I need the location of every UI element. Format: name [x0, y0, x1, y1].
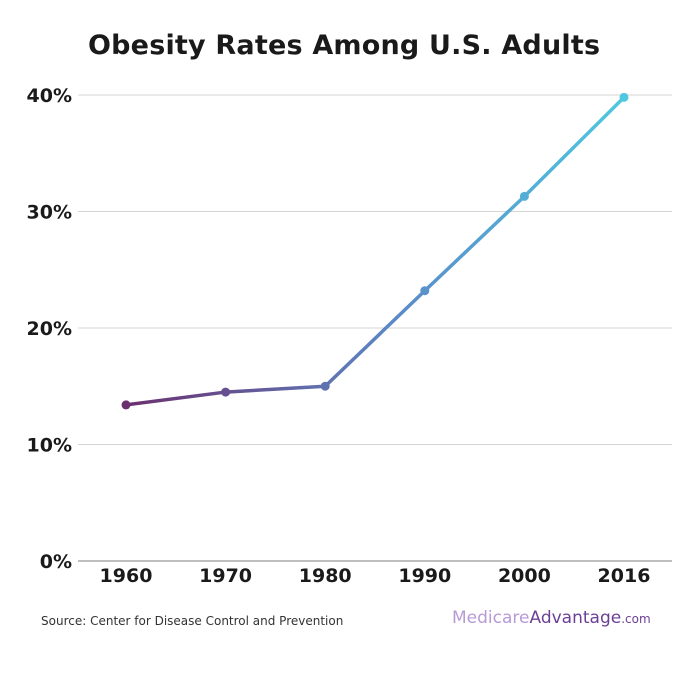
data-point — [221, 387, 231, 397]
data-point — [420, 286, 430, 296]
x-tick-label: 1980 — [299, 565, 352, 587]
logo-text-domain: .com — [621, 612, 651, 626]
data-point — [121, 400, 131, 410]
x-axis-ticks: 1960 1970 1980 1990 2000 2016 — [100, 565, 651, 587]
logo-text-medicare: Medicare — [452, 608, 530, 628]
brand-logo: MedicareAdvantage.com — [452, 608, 651, 628]
x-tick-label: 2000 — [498, 565, 551, 587]
x-tick-label: 1960 — [100, 565, 153, 587]
y-tick-label: 0% — [40, 551, 72, 573]
series-line-layer — [124, 95, 626, 407]
source-note: Source: Center for Disease Control and P… — [41, 614, 344, 628]
y-tick-label: 30% — [27, 202, 72, 224]
data-point — [519, 191, 529, 201]
data-point — [619, 92, 629, 102]
data-point — [320, 381, 330, 391]
y-tick-label: 20% — [27, 318, 72, 340]
data-points — [121, 92, 629, 410]
y-tick-label: 40% — [27, 85, 72, 107]
logo-text-advantage: Advantage — [529, 608, 622, 628]
y-axis-ticks: 0% 10% 20% 30% 40% — [27, 85, 72, 573]
gridlines — [78, 94, 672, 562]
series-line — [124, 95, 626, 407]
x-tick-label: 2016 — [598, 565, 651, 587]
y-tick-label: 10% — [27, 435, 72, 457]
chart-title: Obesity Rates Among U.S. Adults — [88, 30, 601, 61]
x-tick-label: 1970 — [199, 565, 252, 587]
x-tick-label: 1990 — [398, 565, 451, 587]
